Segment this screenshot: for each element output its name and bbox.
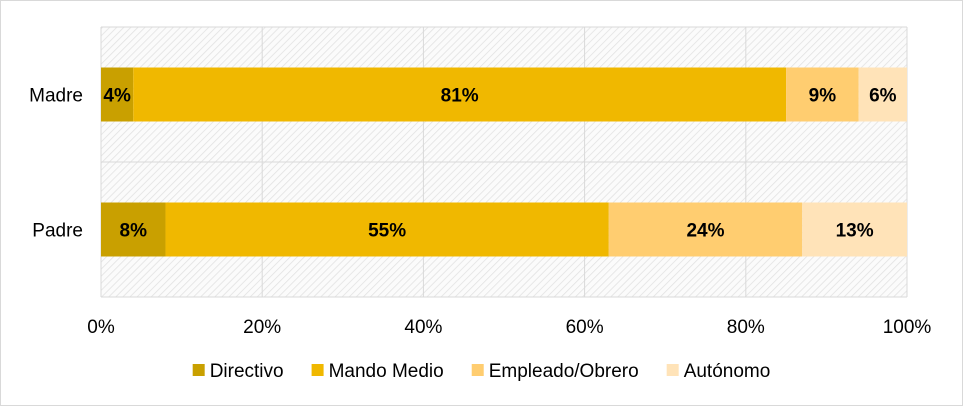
tick-label-4: 80%	[727, 317, 765, 338]
legend-label: Empleado/Obrero	[489, 361, 639, 382]
data-label-madre-3: 6%	[869, 86, 897, 107]
legend-swatch	[666, 364, 679, 376]
bar-madre-1	[133, 67, 787, 122]
data-label-madre-0: 4%	[103, 86, 131, 107]
bar-padre-1	[165, 202, 609, 257]
bar-madre-3	[858, 67, 907, 122]
tick-label-5: 100%	[883, 317, 932, 338]
data-label-padre-3: 13%	[836, 221, 874, 242]
legend-item: Autónomo	[666, 361, 771, 382]
bar-padre-3	[802, 202, 907, 257]
category-label-padre: Padre	[32, 221, 83, 242]
legend-item: Empleado/Obrero	[471, 361, 639, 382]
legend-item: Mando Medio	[311, 361, 444, 382]
legend: Directivo Mando Medio Empleado/Obrero Autón…	[192, 361, 771, 382]
tick-label-3: 60%	[566, 317, 604, 338]
tick-label-0: 0%	[87, 317, 115, 338]
data-label-padre-1: 55%	[368, 221, 406, 242]
bar-madre-0	[101, 67, 134, 122]
category-labels: Madre Padre	[29, 86, 83, 242]
tick-label-1: 20%	[243, 317, 281, 338]
legend-swatch	[192, 364, 205, 376]
legend-item: Directivo	[192, 361, 284, 382]
bars: 4% 81% 9% 6% 8% 55% 24% 13%	[101, 67, 907, 257]
x-axis-tick-labels: 0% 20% 40% 60% 80% 100%	[87, 317, 931, 338]
bar-padre-2	[608, 202, 803, 257]
data-label-madre-1: 81%	[441, 86, 479, 107]
data-label-madre-2: 9%	[809, 86, 837, 107]
legend-swatch	[311, 364, 324, 376]
data-label-padre-2: 24%	[686, 221, 724, 242]
category-label-madre: Madre	[29, 86, 83, 107]
legend-label: Autónomo	[684, 361, 771, 382]
tick-label-2: 40%	[404, 317, 442, 338]
legend-swatch	[471, 364, 484, 376]
data-label-padre-0: 8%	[120, 221, 148, 242]
bar-padre-0	[101, 202, 166, 257]
legend-label: Mando Medio	[329, 361, 444, 382]
bar-madre-2	[786, 67, 859, 122]
legend-label: Directivo	[210, 361, 284, 382]
